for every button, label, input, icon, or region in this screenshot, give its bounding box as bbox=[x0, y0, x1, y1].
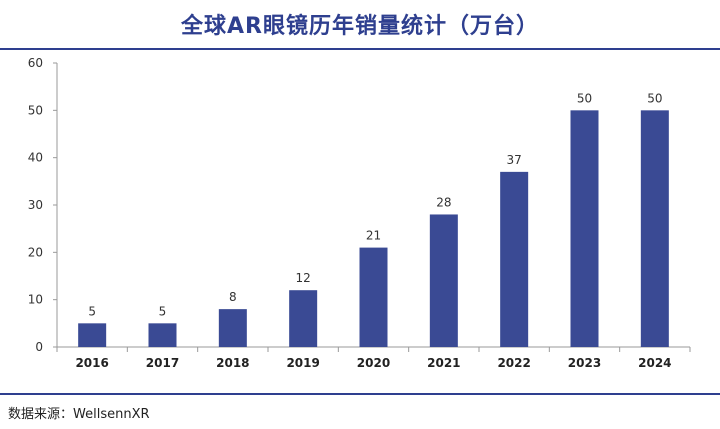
data-label-2018: 8 bbox=[229, 290, 237, 304]
y-tick-label: 0 bbox=[35, 340, 43, 354]
data-label-2022: 37 bbox=[507, 153, 522, 167]
bar-2018 bbox=[218, 309, 247, 347]
y-tick-label: 20 bbox=[28, 245, 43, 259]
bar-2023 bbox=[570, 110, 599, 347]
x-tick-label-2018: 2018 bbox=[216, 356, 249, 370]
bar-2019 bbox=[289, 290, 318, 347]
data-label-2024: 50 bbox=[647, 91, 662, 105]
bar-2022 bbox=[500, 171, 529, 347]
footer-divider bbox=[0, 393, 720, 395]
y-tick-label: 30 bbox=[28, 198, 43, 212]
data-source-note: 数据来源：WellsennXR bbox=[8, 407, 150, 422]
data-label-2023: 50 bbox=[577, 91, 592, 105]
x-tick-label-2024: 2024 bbox=[638, 356, 671, 370]
chart-title: 全球AR眼镜历年销量统计（万台） bbox=[181, 14, 539, 39]
data-label-2021: 28 bbox=[436, 195, 451, 209]
bar-2017 bbox=[148, 323, 177, 347]
bar-2016 bbox=[78, 323, 107, 347]
x-tick-label-2019: 2019 bbox=[286, 356, 319, 370]
y-tick-label: 50 bbox=[28, 103, 43, 117]
y-tick-label: 10 bbox=[28, 293, 43, 307]
x-tick-label-2017: 2017 bbox=[146, 356, 179, 370]
title-divider bbox=[0, 48, 720, 50]
y-tick-label: 60 bbox=[28, 56, 43, 70]
x-tick-label-2020: 2020 bbox=[357, 356, 390, 370]
x-tick-label-2022: 2022 bbox=[497, 356, 530, 370]
data-label-2017: 5 bbox=[159, 304, 167, 318]
y-tick-label: 40 bbox=[28, 151, 43, 165]
data-label-2020: 21 bbox=[366, 229, 381, 243]
chart-bars bbox=[78, 110, 669, 347]
bar-2021 bbox=[429, 214, 458, 347]
data-label-2016: 5 bbox=[88, 304, 96, 318]
bar-2020 bbox=[359, 247, 388, 347]
x-tick-label-2016: 2016 bbox=[75, 356, 108, 370]
chart-labels: 0 10 20 30 40 50 60 5 2016 5 2017 8 2018 12 2019 21 2020… bbox=[28, 56, 672, 370]
data-label-2019: 12 bbox=[296, 271, 311, 285]
x-tick-label-2021: 2021 bbox=[427, 356, 460, 370]
bar-2024 bbox=[640, 110, 669, 347]
x-tick-label-2023: 2023 bbox=[568, 356, 601, 370]
